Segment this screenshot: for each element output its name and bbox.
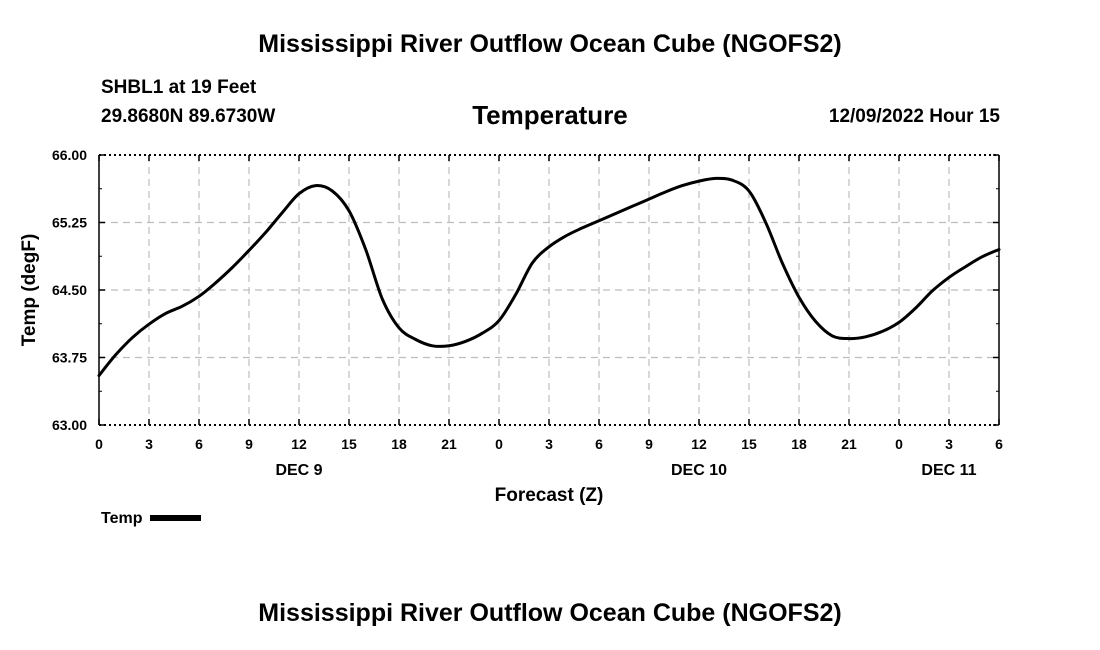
station-coordinates: 29.8680N 89.6730W [101, 106, 276, 127]
x-tick-label: 15 [341, 436, 357, 452]
y-tick-label: 63.00 [52, 417, 87, 433]
chart-title-repeat: Mississippi River Outflow Ocean Cube (NG… [258, 599, 842, 627]
x-tick-label: 18 [391, 436, 407, 452]
x-tick-label: 21 [841, 436, 857, 452]
chart-title: Mississippi River Outflow Ocean Cube (NG… [258, 30, 842, 58]
axes [98, 154, 1000, 426]
x-tick-label: 18 [791, 436, 807, 452]
y-axis-title: Temp (degF) [19, 234, 40, 347]
day-label: DEC 11 [921, 462, 976, 479]
legend: Temp [101, 510, 202, 528]
day-label: DEC 10 [671, 462, 727, 479]
x-tick-label: 12 [291, 436, 307, 452]
x-tick-label: 6 [995, 436, 1003, 452]
grid [99, 155, 999, 425]
x-tick-label: 3 [945, 436, 953, 452]
y-tick-label: 66.00 [52, 147, 87, 163]
x-tick-label: 12 [691, 436, 707, 452]
x-tick-label: 6 [595, 436, 603, 452]
x-tick-label: 21 [441, 436, 457, 452]
axis-labels: 0 3 6 9 12 15 18 21 0 3 6 9 12 15 18 21 0 3 6 63.00 63.75 64.… [19, 147, 1003, 506]
y-tick-label: 64.50 [52, 282, 87, 298]
y-tick-label: 65.25 [52, 215, 87, 231]
x-tick-label: 15 [741, 436, 757, 452]
x-axis-title: Forecast (Z) [495, 485, 604, 506]
x-tick-label: 0 [495, 436, 503, 452]
x-tick-label: 0 [95, 436, 103, 452]
legend-line-swatch [150, 514, 202, 521]
x-tick-label: 3 [145, 436, 153, 452]
forecast-datetime: 12/09/2022 Hour 15 [828, 106, 1000, 127]
x-tick-label: 9 [245, 436, 253, 452]
station-label: SHBL1 at 19 Feet [101, 77, 257, 98]
x-tick-label: 6 [195, 436, 203, 452]
legend-label: Temp [101, 510, 143, 527]
x-tick-label: 3 [545, 436, 553, 452]
series [97, 176, 1001, 377]
x-tick-label: 0 [895, 436, 903, 452]
y-tick-label: 63.75 [52, 350, 87, 366]
x-tick-label: 9 [645, 436, 653, 452]
variable-title: Temperature [472, 100, 628, 130]
series-line-temp [97, 176, 1001, 377]
day-label: DEC 9 [275, 462, 322, 479]
